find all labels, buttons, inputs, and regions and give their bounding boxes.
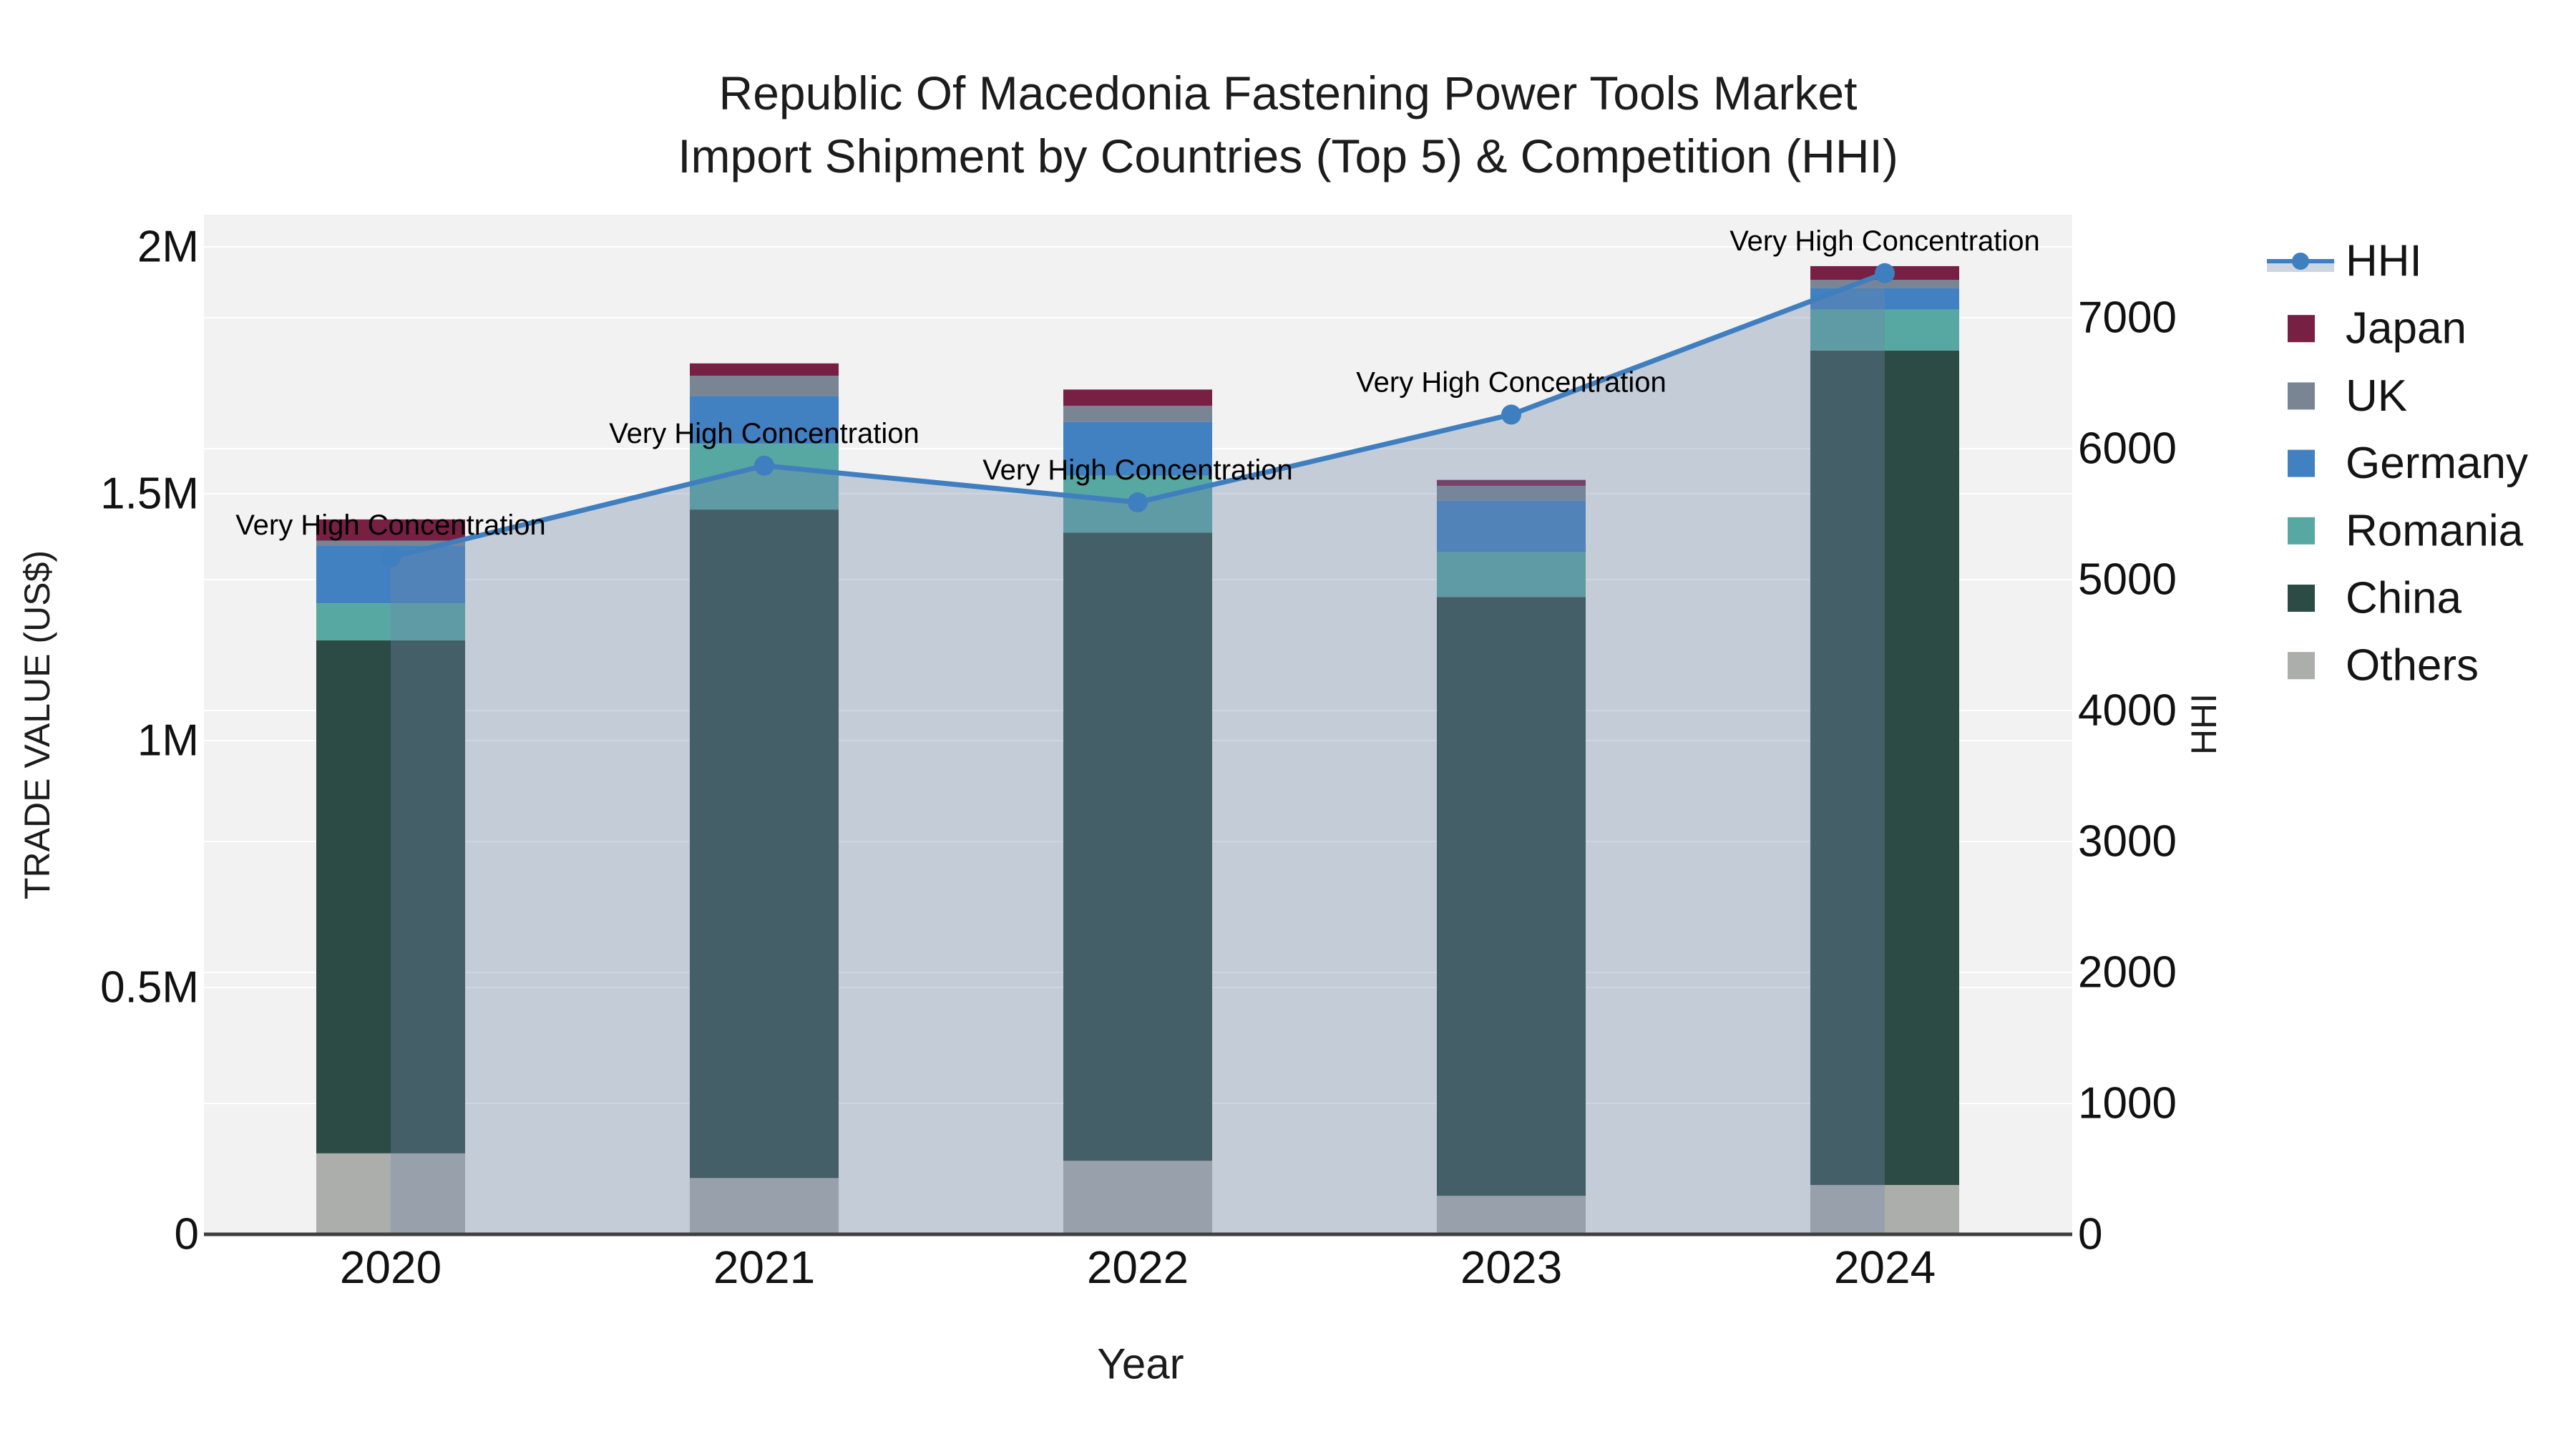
legend-label-germany: Germany bbox=[2346, 439, 2528, 488]
hhi-marker-2021[interactable] bbox=[754, 455, 774, 476]
y-left-tick-0.5M: 0.5M bbox=[100, 963, 199, 1013]
legend-marker-hhi bbox=[2292, 253, 2309, 270]
annotation-2021: Very High Concentration bbox=[609, 418, 919, 449]
legend-swatch-germany bbox=[2288, 449, 2315, 477]
y-right-tick-6000: 6000 bbox=[2078, 424, 2177, 474]
bar-segment-others-2022[interactable] bbox=[1063, 1161, 1212, 1234]
legend-label-romania: Romania bbox=[2346, 506, 2524, 555]
bar-segment-germany-2021[interactable] bbox=[690, 396, 839, 444]
y2-axis-title: HHI bbox=[2184, 693, 2224, 756]
annotation-2020: Very High Concentration bbox=[235, 509, 546, 541]
x-tick-2024: 2024 bbox=[1834, 1241, 1936, 1293]
bar-segment-china-2023[interactable] bbox=[1437, 597, 1586, 1196]
y-left-tick-0: 0 bbox=[175, 1210, 199, 1259]
bar-segment-uk-2020[interactable] bbox=[316, 540, 465, 546]
y-right-tick-7000: 7000 bbox=[2078, 293, 2177, 343]
y-left-tick-1M: 1M bbox=[137, 716, 199, 766]
y-right-tick-3000: 3000 bbox=[2078, 817, 2177, 867]
x-tick-2021: 2021 bbox=[713, 1241, 815, 1293]
bar-segment-japan-2020[interactable] bbox=[316, 519, 465, 541]
x-axis-title: Year bbox=[1097, 1340, 1184, 1388]
legend-label-uk: UK bbox=[2346, 371, 2407, 421]
bar-segment-others-2023[interactable] bbox=[1437, 1196, 1586, 1234]
legend: HHI Japan UK Germany Romania China Others bbox=[2267, 237, 2528, 691]
bar-segment-germany-2022[interactable] bbox=[1063, 421, 1212, 476]
legend-label-china: China bbox=[2346, 574, 2462, 623]
bar-segment-china-2022[interactable] bbox=[1063, 532, 1212, 1161]
legend-label-hhi: HHI bbox=[2346, 237, 2422, 286]
y-right-tick-2000: 2000 bbox=[2078, 948, 2177, 997]
bar-segment-others-2021[interactable] bbox=[690, 1178, 839, 1234]
bar-segment-others-2024[interactable] bbox=[1810, 1185, 1959, 1234]
y-right-tick-0: 0 bbox=[2078, 1210, 2102, 1259]
x-tick-2022: 2022 bbox=[1087, 1241, 1189, 1293]
chart-title-line2: Import Shipment by Countries (Top 5) & C… bbox=[678, 130, 1898, 182]
legend-swatch-others bbox=[2288, 652, 2315, 680]
bar-segment-romania-2020[interactable] bbox=[316, 603, 465, 640]
hhi-marker-2024[interactable] bbox=[1875, 263, 1895, 283]
hhi-marker-2022[interactable] bbox=[1128, 492, 1148, 513]
annotation-2022: Very High Concentration bbox=[982, 454, 1293, 486]
legend-item-hhi[interactable]: HHI bbox=[2267, 237, 2422, 286]
bar-segment-japan-2022[interactable] bbox=[1063, 389, 1212, 406]
legend-swatch-uk bbox=[2288, 382, 2315, 410]
x-tick-2020: 2020 bbox=[340, 1241, 441, 1293]
annotation-2023: Very High Concentration bbox=[1356, 366, 1667, 398]
legend-item-romania[interactable]: Romania bbox=[2288, 506, 2524, 555]
legend-item-others[interactable]: Others bbox=[2288, 641, 2479, 691]
bar-segment-china-2020[interactable] bbox=[316, 640, 465, 1153]
chart-title: Republic Of Macedonia Fastening Power To… bbox=[0, 62, 2576, 187]
hhi-marker-2023[interactable] bbox=[1501, 404, 1521, 425]
legend-swatch-china bbox=[2288, 585, 2315, 612]
legend-item-germany[interactable]: Germany bbox=[2288, 439, 2528, 488]
y-left-tick-1.5M: 1.5M bbox=[100, 469, 199, 519]
y-right-tick-1000: 1000 bbox=[2078, 1079, 2177, 1128]
bar-segment-romania-2024[interactable] bbox=[1810, 309, 1959, 351]
legend-item-uk[interactable]: UK bbox=[2288, 371, 2407, 421]
y-right-tick-4000: 4000 bbox=[2078, 686, 2177, 736]
bar-segment-uk-2022[interactable] bbox=[1063, 406, 1212, 422]
chart-title-line1: Republic Of Macedonia Fastening Power To… bbox=[718, 67, 1858, 119]
legend-item-china[interactable]: China bbox=[2288, 574, 2462, 623]
bar-segment-japan-2021[interactable] bbox=[690, 363, 839, 376]
bar-segment-japan-2023[interactable] bbox=[1437, 479, 1586, 486]
hhi-marker-2020[interactable] bbox=[381, 547, 401, 567]
legend-swatch-romania bbox=[2288, 517, 2315, 545]
annotation-2024: Very High Concentration bbox=[1729, 225, 2040, 257]
legend-swatch-japan bbox=[2288, 315, 2315, 343]
bar-segment-uk-2021[interactable] bbox=[690, 376, 839, 396]
legend-label-japan: Japan bbox=[2346, 304, 2467, 353]
bar-segment-germany-2023[interactable] bbox=[1437, 500, 1586, 552]
x-tick-2023: 2023 bbox=[1460, 1241, 1562, 1293]
bar-segment-uk-2023[interactable] bbox=[1437, 485, 1586, 501]
bar-segment-romania-2023[interactable] bbox=[1437, 552, 1586, 597]
legend-item-japan[interactable]: Japan bbox=[2288, 304, 2467, 353]
bar-segment-china-2021[interactable] bbox=[690, 509, 839, 1179]
y-left-tick-2M: 2M bbox=[137, 223, 199, 272]
legend-label-others: Others bbox=[2346, 641, 2479, 691]
bar-segment-others-2020[interactable] bbox=[316, 1153, 465, 1234]
y-axis-title: TRADE VALUE (US$) bbox=[17, 550, 57, 900]
bar-segment-uk-2024[interactable] bbox=[1810, 280, 1959, 288]
hhi-area-fill bbox=[391, 273, 1885, 1234]
bar-segment-china-2024[interactable] bbox=[1810, 350, 1959, 1185]
y-right-tick-5000: 5000 bbox=[2078, 555, 2177, 605]
